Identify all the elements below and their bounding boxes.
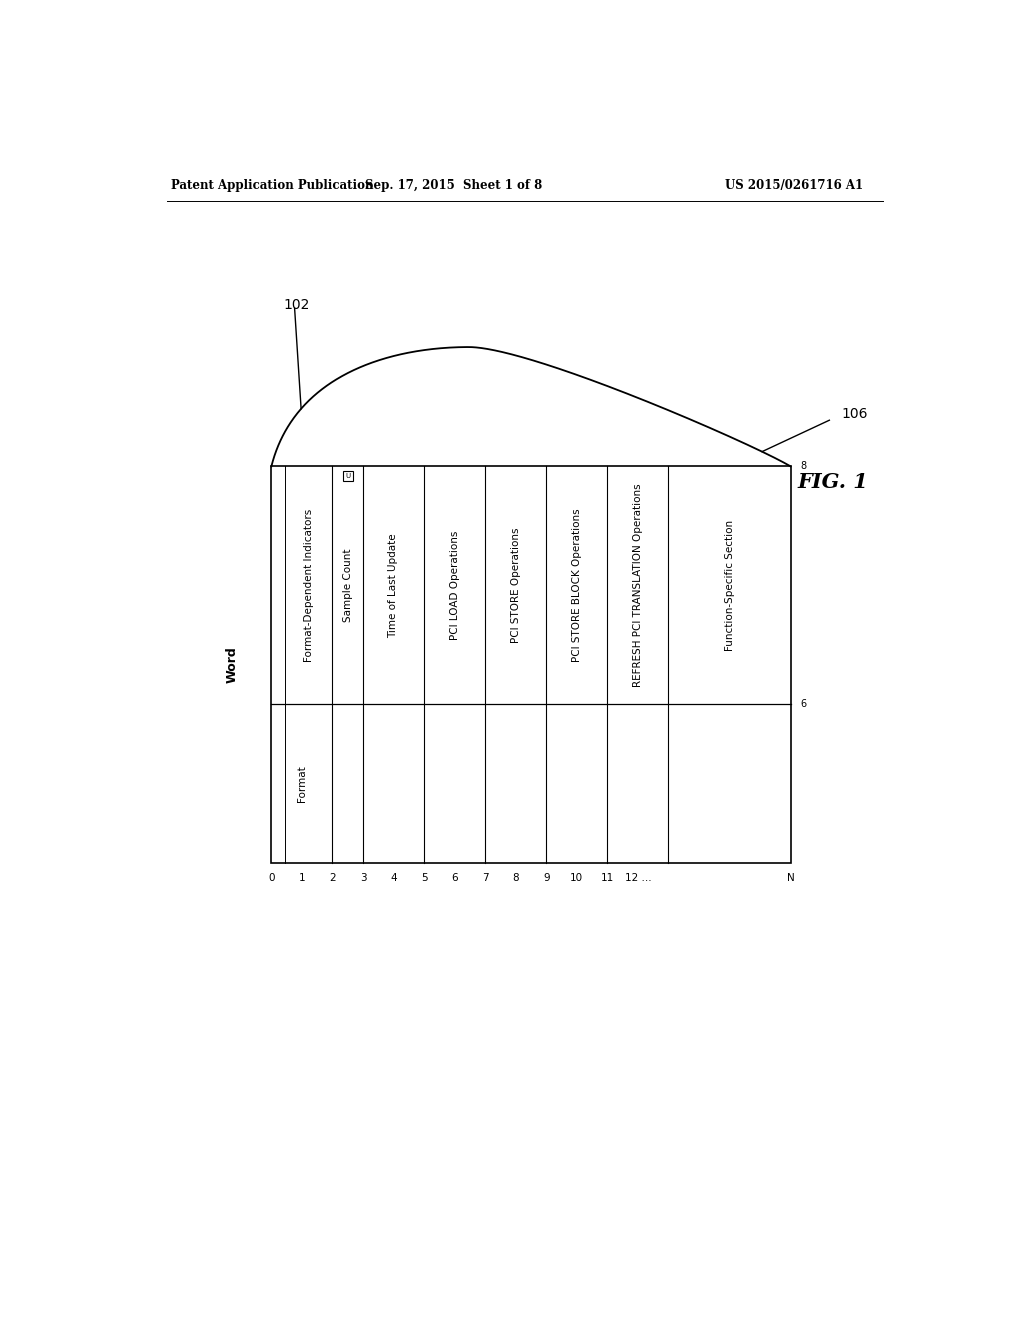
Text: 6: 6 <box>452 873 458 883</box>
Text: 8: 8 <box>512 873 519 883</box>
Text: Sep. 17, 2015  Sheet 1 of 8: Sep. 17, 2015 Sheet 1 of 8 <box>365 178 542 191</box>
Text: PCI STORE BLOCK Operations: PCI STORE BLOCK Operations <box>571 508 582 663</box>
Text: 11: 11 <box>601 873 614 883</box>
Text: FIG. 1: FIG. 1 <box>798 471 868 492</box>
Text: Format-Dependent Indicators: Format-Dependent Indicators <box>304 508 313 663</box>
Text: Patent Application Publication: Patent Application Publication <box>171 178 373 191</box>
Text: Sample Count: Sample Count <box>343 549 352 622</box>
Text: PCI STORE Operations: PCI STORE Operations <box>511 528 521 643</box>
Text: PCI LOAD Operations: PCI LOAD Operations <box>450 531 460 640</box>
Text: 7: 7 <box>482 873 488 883</box>
Text: 9: 9 <box>543 873 550 883</box>
Text: 0: 0 <box>268 873 274 883</box>
Text: 2: 2 <box>329 873 336 883</box>
Text: Function-Specific Section: Function-Specific Section <box>725 520 734 651</box>
Text: 10: 10 <box>570 873 584 883</box>
Text: REFRESH PCI TRANSLATION Operations: REFRESH PCI TRANSLATION Operations <box>633 483 643 688</box>
Text: Time of Last Update: Time of Last Update <box>388 533 398 638</box>
Text: 12 ...: 12 ... <box>625 873 651 883</box>
Text: 102: 102 <box>283 298 309 312</box>
Text: 1: 1 <box>299 873 305 883</box>
Text: US 2015/0261716 A1: US 2015/0261716 A1 <box>725 178 863 191</box>
Text: 106: 106 <box>841 407 867 421</box>
Text: 6: 6 <box>800 700 806 709</box>
Text: 3: 3 <box>359 873 367 883</box>
Text: 5: 5 <box>421 873 427 883</box>
Text: U: U <box>345 474 350 479</box>
Text: N: N <box>786 873 795 883</box>
Bar <box>271 466 791 863</box>
Text: 4: 4 <box>390 873 397 883</box>
Text: 8: 8 <box>800 462 806 471</box>
Text: Word: Word <box>226 647 240 682</box>
Text: Format: Format <box>297 766 307 803</box>
Bar <box>343 471 353 482</box>
